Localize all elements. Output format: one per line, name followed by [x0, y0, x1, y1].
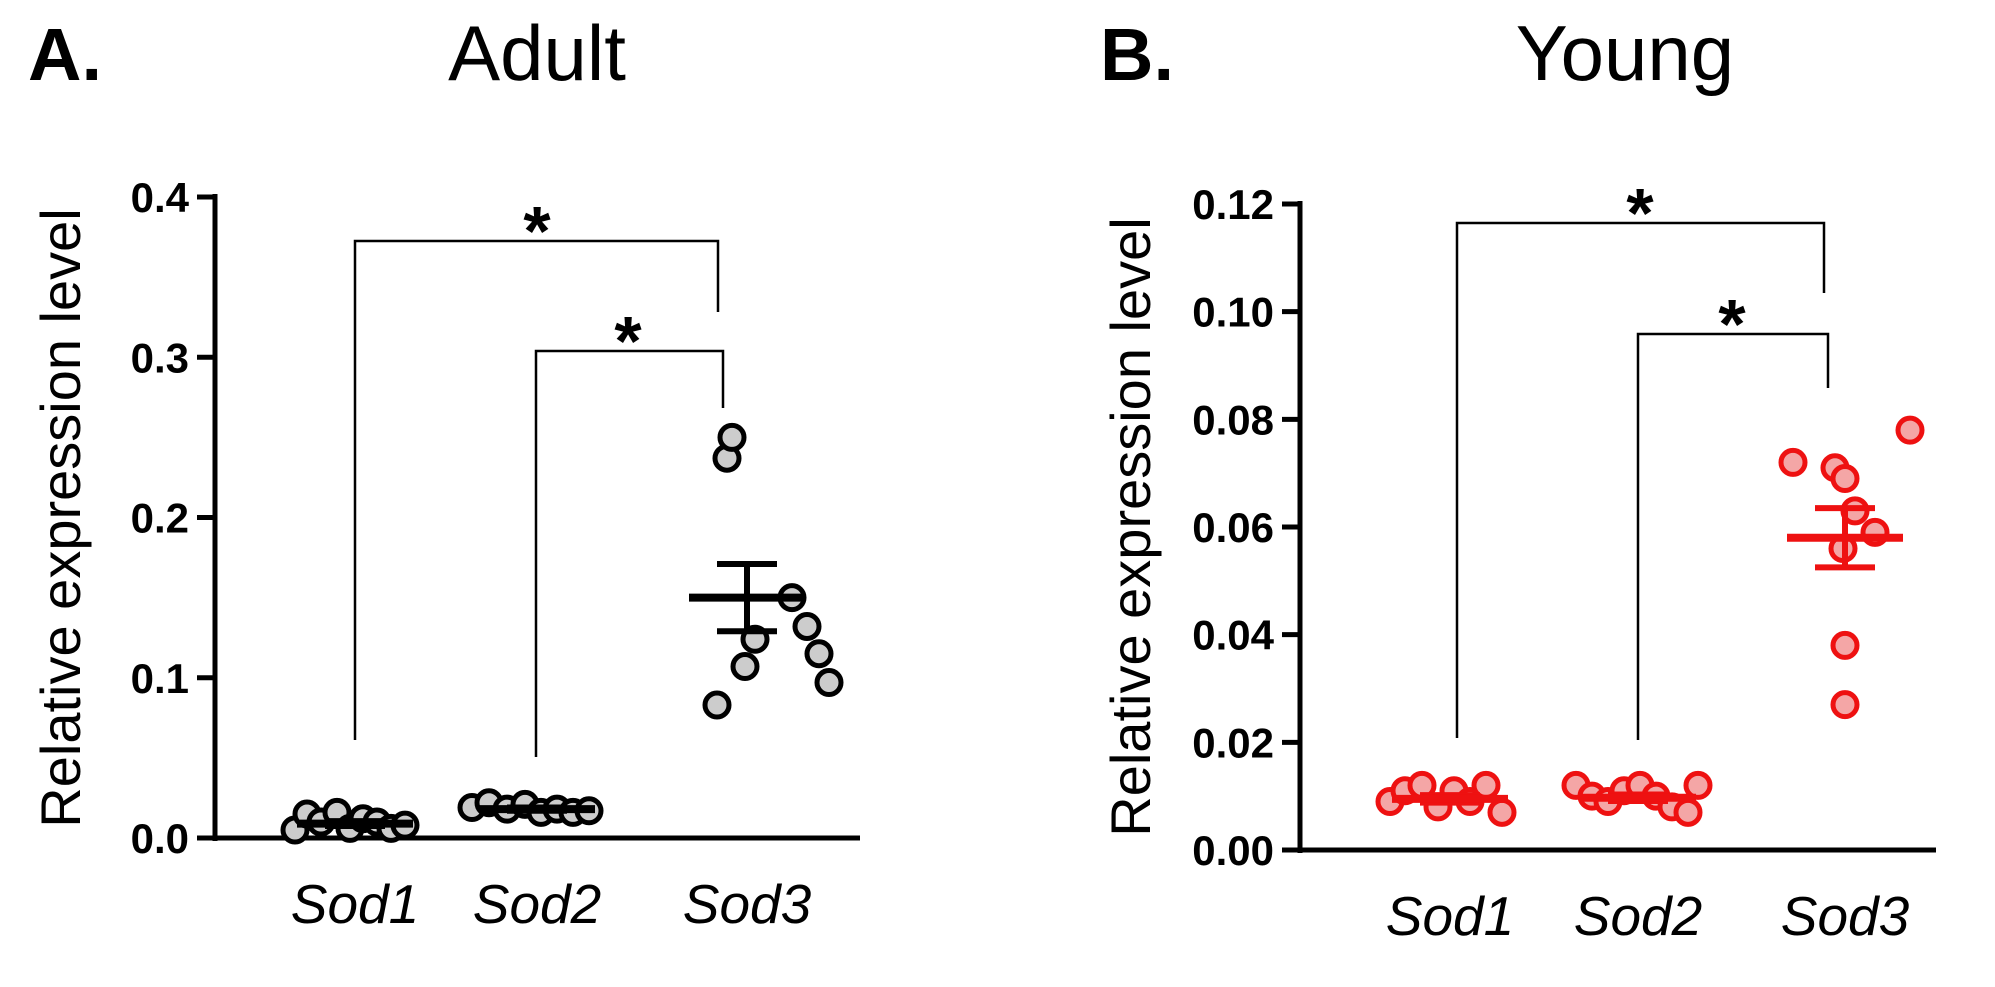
chart-panel-young: B. Young 0.00 0.02 0.04 0.06 0.08 0.10 0.12 Relat… [1099, 9, 1936, 947]
data-point [1830, 690, 1860, 720]
y-tick-label: 0.3 [131, 334, 189, 381]
data-point [814, 668, 844, 698]
y-tick-label: 0.4 [131, 174, 190, 221]
y-tick-label: 0.1 [131, 655, 189, 702]
panel-label: B. [1100, 13, 1174, 96]
data-point [1673, 797, 1703, 827]
significance-bracket [353, 239, 720, 740]
chart-panel-adult: A. Adult 0.0 0.1 0.2 0.3 0.4 Relative expressio… [28, 9, 860, 935]
series-sod1 [1375, 770, 1517, 827]
y-tick-label: 0.06 [1192, 504, 1274, 551]
y-tick-label: 0.0 [131, 815, 189, 862]
significance-bracket [1455, 221, 1826, 738]
data-point [792, 611, 822, 641]
data-point [702, 690, 732, 720]
significance-star: * [523, 192, 551, 270]
y-tick-label: 0.10 [1192, 289, 1274, 336]
x-tick-label-sod2: Sod2 [473, 873, 601, 935]
significance-bracket [534, 349, 725, 757]
data-point [730, 652, 760, 682]
significance-star: * [614, 302, 642, 380]
series-sod2 [1561, 770, 1713, 827]
x-tick-label-sod1: Sod1 [1386, 885, 1514, 947]
series-sod1 [280, 797, 420, 845]
significance-star: * [1718, 285, 1746, 363]
x-tick-label-sod3: Sod3 [683, 873, 812, 935]
panel-label: A. [28, 13, 102, 96]
y-axis-label: Relative expression level [1099, 217, 1162, 836]
data-point [717, 422, 747, 452]
y-tick-label: 0.04 [1192, 612, 1274, 659]
chart-title: Young [1516, 9, 1734, 97]
data-point [1830, 630, 1860, 660]
y-axis-label: Relative expression level [29, 208, 92, 827]
y-tick-label: 0.00 [1192, 827, 1274, 874]
x-tick-label-sod1: Sod1 [291, 873, 419, 935]
x-tick-label-sod2: Sod2 [1574, 885, 1702, 947]
data-point [1895, 415, 1925, 445]
significance-star: * [1626, 174, 1654, 252]
data-point [1778, 447, 1808, 477]
series-sod3 [689, 422, 844, 720]
data-point [1487, 797, 1517, 827]
y-tick-label: 0.12 [1192, 181, 1274, 228]
chart-title: Adult [448, 9, 626, 97]
series-sod3 [1778, 415, 1925, 720]
y-tick-label: 0.08 [1192, 396, 1274, 443]
y-tick-label: 0.02 [1192, 719, 1274, 766]
series-sod2 [457, 788, 604, 827]
data-point [804, 639, 834, 669]
y-tick-label: 0.2 [131, 495, 189, 542]
data-point [1830, 464, 1860, 494]
x-tick-label-sod3: Sod3 [1781, 885, 1910, 947]
significance-bracket [1636, 332, 1830, 740]
data-point [1683, 770, 1713, 800]
